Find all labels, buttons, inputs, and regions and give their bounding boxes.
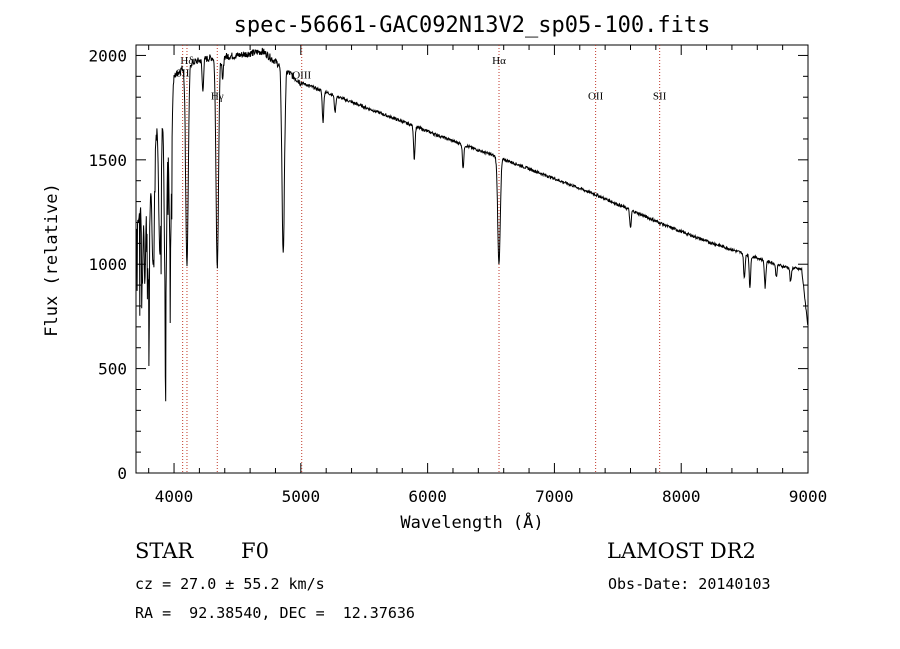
x-axis-label: Wavelength (Å)	[400, 511, 543, 533]
plot-frame	[135, 44, 809, 474]
spectral-line-label: Hα	[492, 55, 506, 67]
x-tick-label: 4000	[155, 487, 194, 506]
survey-name: LAMOST DR2	[607, 539, 756, 563]
spectral-line-label: OII	[588, 90, 604, 102]
x-tick-label: 9000	[789, 487, 828, 506]
plot-area: 4000 5000 6000 7000 8000 9000 0 500 1000 1500 2000…	[88, 44, 828, 506]
y-tick-label: 1500	[88, 151, 127, 170]
x-tick-label: 8000	[662, 487, 701, 506]
chart-title: spec-56661-GAC092N13V2_sp05-100.fits	[234, 13, 711, 38]
y-axis-label: Flux (relative)	[42, 183, 62, 337]
redshift-text: cz = 27.0 ± 55.2 km/s	[135, 575, 325, 593]
spectrum-series-line	[135, 47, 809, 402]
y-tick-label: 1000	[88, 255, 127, 274]
x-tick-label: 7000	[535, 487, 574, 506]
coordinates: RA = 92.38540, DEC = 12.37636	[135, 604, 415, 622]
y-tick-label: 0	[117, 464, 127, 483]
object-class: STAR	[135, 539, 194, 563]
x-tick-label: 5000	[282, 487, 321, 506]
spectral-line-label: Hδ	[180, 55, 193, 67]
y-tick-label: 2000	[88, 46, 127, 65]
object-subclass: F0	[241, 539, 269, 563]
obs-date: Obs-Date: 20140103	[608, 575, 771, 593]
spectral-line-label: OIII	[292, 69, 311, 81]
y-tick-label: 500	[98, 360, 127, 379]
x-tick-label: 6000	[408, 487, 447, 506]
spectral-line-label: SII	[653, 90, 667, 102]
spectral-line-label: Hγ	[211, 90, 224, 102]
